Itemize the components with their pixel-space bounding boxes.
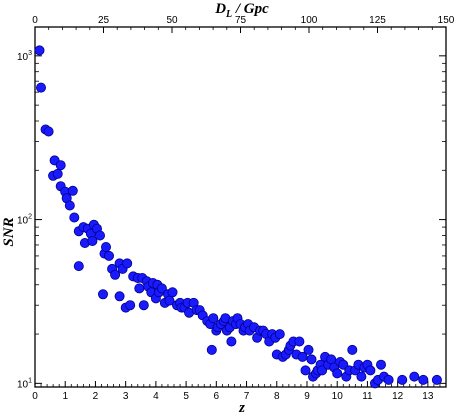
x2-tick-label: 75 <box>235 15 247 26</box>
x-tick-label: 1 <box>62 391 68 402</box>
x2-tick-label: 0 <box>32 15 38 26</box>
scatter-point <box>87 235 98 246</box>
scatter-point <box>138 300 149 311</box>
scatter-point <box>114 291 125 302</box>
x2-tick-label: 100 <box>301 15 318 26</box>
x2-tick-label: 150 <box>438 15 455 26</box>
scatter-point <box>167 287 178 298</box>
scatter-point <box>36 82 47 93</box>
y-tick-label: 102 <box>17 214 32 227</box>
scatter-point <box>338 359 349 370</box>
scatter-point <box>134 283 145 294</box>
scatter-points <box>34 45 442 389</box>
x-axis-title: z <box>238 400 245 415</box>
scatter-point <box>300 365 311 376</box>
scatter-point <box>55 160 66 171</box>
scatter-point <box>73 261 84 272</box>
tick-labels: 0 1 2 3 4 5 6 7 8 9 10 11 12 130 25 50 75 100 125 150101102… <box>17 15 455 402</box>
scatter-point <box>365 365 376 376</box>
x2-tick-label: 125 <box>369 15 386 26</box>
x-tick-label: 10 <box>332 391 344 402</box>
y-tick-label: 101 <box>17 377 32 390</box>
scatter-point <box>208 313 219 324</box>
x-tick-label: 3 <box>123 391 129 402</box>
scatter-point <box>69 212 80 223</box>
scatter-point <box>95 230 106 241</box>
scatter-point <box>297 351 308 362</box>
scatter-point <box>206 344 217 355</box>
scatter-point <box>104 250 115 261</box>
y-axis-title: SNR <box>1 217 17 246</box>
scatter-point <box>101 241 112 252</box>
scatter-point <box>303 344 314 355</box>
x-tick-label: 4 <box>153 391 159 402</box>
scatter-point <box>375 359 386 370</box>
x-tick-label: 7 <box>244 391 250 402</box>
x-tick-label: 13 <box>422 391 434 402</box>
scatter-point <box>67 185 78 196</box>
scatter-point <box>122 258 133 269</box>
scatter-point <box>98 289 109 300</box>
scatter-point <box>347 344 358 355</box>
scatter-point <box>383 374 394 385</box>
scatter-point <box>397 374 408 385</box>
top-axis-title-sub: L <box>225 9 232 20</box>
scatter-point <box>226 336 237 347</box>
top-axis-title: DL / Gpc <box>214 1 269 20</box>
scatter-point <box>409 371 420 382</box>
x-tick-label: 0 <box>32 391 38 402</box>
x-tick-label: 8 <box>274 391 280 402</box>
scatter-point <box>43 126 54 137</box>
scatter-point <box>156 283 167 294</box>
y-tick-label: 103 <box>17 50 32 63</box>
x-tick-label: 9 <box>304 391 310 402</box>
scatter-point <box>125 300 136 311</box>
scatter-point <box>332 368 343 379</box>
scatter-point <box>294 336 305 347</box>
scatter-point <box>34 45 45 56</box>
scatter-point <box>274 329 285 340</box>
x2-tick-label: 50 <box>166 15 178 26</box>
x-tick-label: 11 <box>362 391 373 402</box>
scatter-point <box>64 200 75 211</box>
x-tick-label: 2 <box>93 391 99 402</box>
axis-ticks <box>34 27 447 387</box>
top-axis-title-main: D <box>214 1 226 17</box>
scatter-point <box>306 354 317 365</box>
scatter-point <box>418 374 429 385</box>
scatter-point <box>110 269 121 280</box>
scatter-point <box>52 168 63 179</box>
scatter-point <box>431 374 442 385</box>
scatter-point <box>317 365 328 376</box>
x-tick-label: 12 <box>392 391 404 402</box>
top-axis-title-tail: / Gpc <box>232 1 269 17</box>
x-tick-label: 5 <box>183 391 189 402</box>
x-tick-label: 6 <box>214 391 220 402</box>
x2-tick-label: 25 <box>98 15 110 26</box>
scatter-point <box>356 371 367 382</box>
